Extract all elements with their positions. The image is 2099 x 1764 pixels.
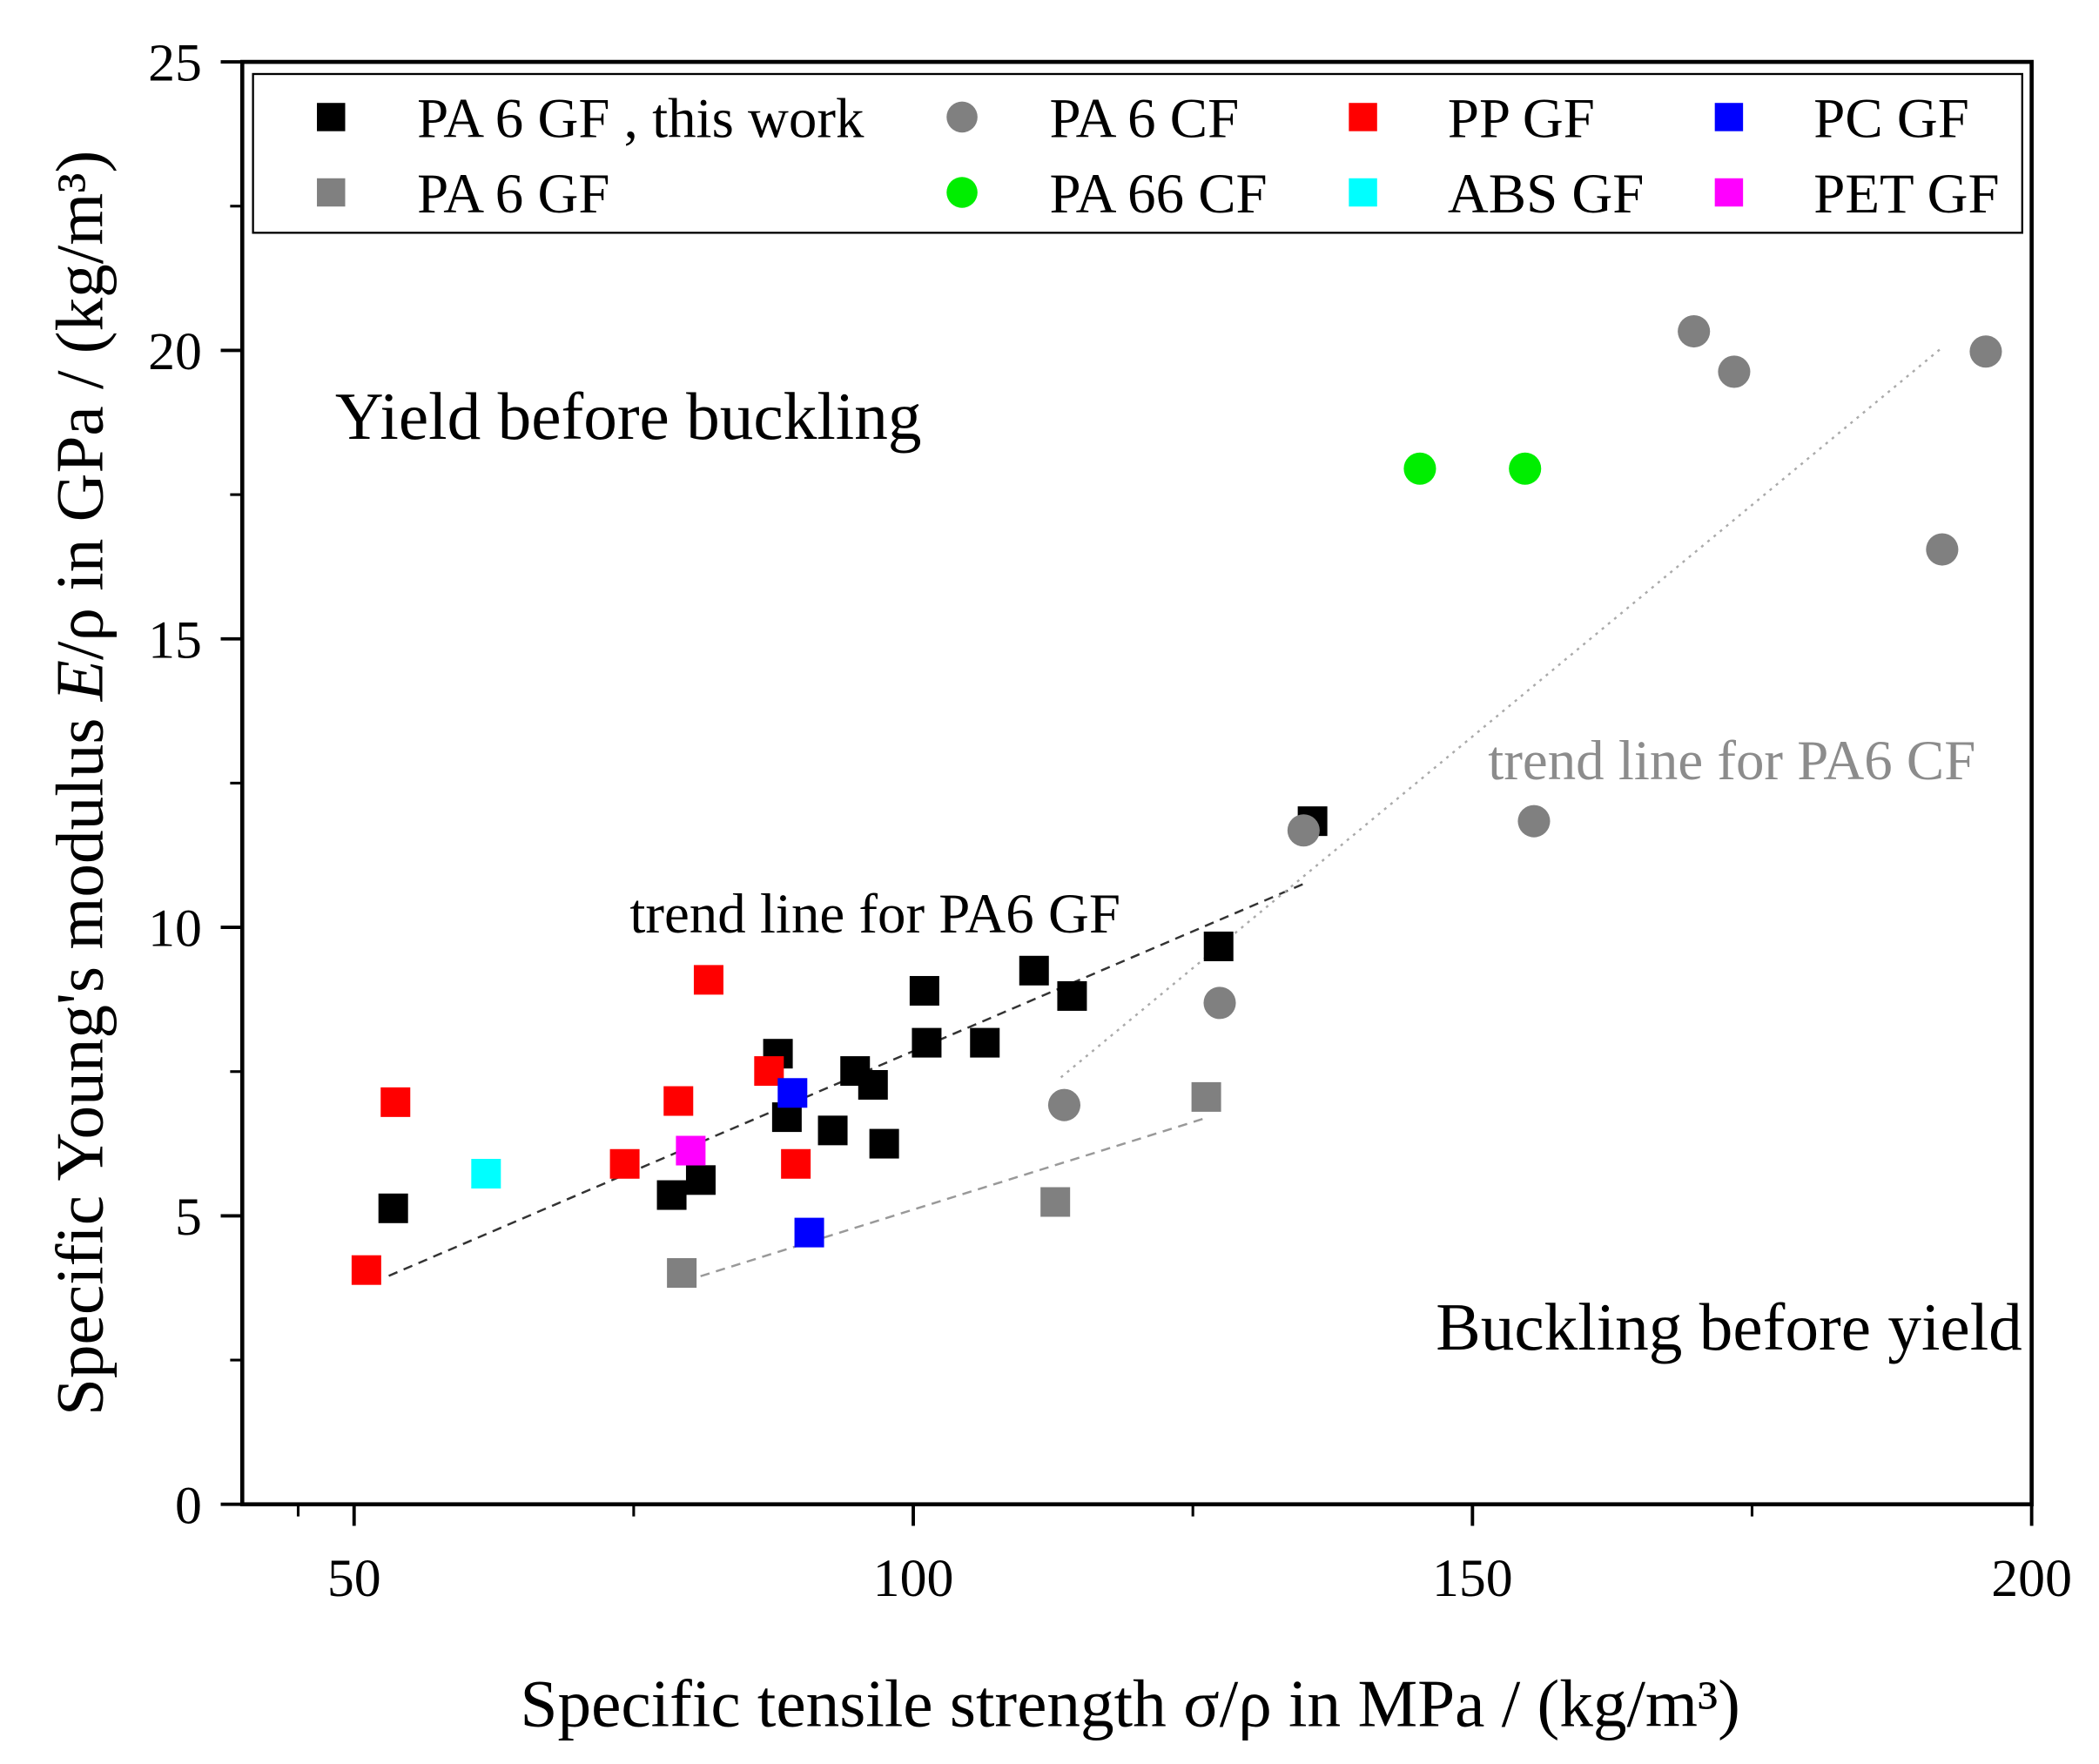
y-tick-label: 10 (148, 899, 202, 959)
data-point (693, 965, 723, 995)
data-point (1203, 986, 1236, 1020)
data-point (380, 1087, 411, 1117)
annotation-trend-gf: trend line for PA6 GF (629, 883, 1120, 946)
legend-label: ABS GF (1448, 163, 1644, 226)
trend-line (1060, 347, 1943, 1079)
data-point (794, 1217, 824, 1248)
y-axis-label-prefix: Specific Young's modulus (43, 701, 118, 1416)
y-tick-label: 5 (175, 1188, 202, 1247)
trend-line (684, 1115, 1209, 1283)
annotation-trend-cf: trend line for PA6 CF (1488, 730, 1975, 792)
legend-item: PP GF (1349, 88, 1595, 151)
data-point (1019, 955, 1049, 986)
trend-line (388, 881, 1307, 1277)
legend-marker (1349, 178, 1377, 207)
x-tick-label: 50 (327, 1549, 381, 1608)
data-point (1969, 335, 2002, 368)
y-axis-label-italic: E (43, 660, 118, 702)
y-axis-label: Specific Young's modulus E/ρ in GPa / (k… (43, 151, 118, 1416)
legend-label: PC GF (1813, 88, 1969, 151)
data-point (685, 1165, 716, 1195)
legend-label: PA 66 CF (1050, 163, 1268, 226)
legend-marker (317, 178, 346, 207)
data-point (656, 1180, 687, 1210)
legend-item: PA 6 GF (317, 163, 609, 226)
legend-item: ABS GF (1349, 163, 1644, 226)
data-points (351, 315, 2002, 1289)
annotation-yield-before-buckling: Yield before buckling (335, 379, 922, 454)
data-point (1517, 805, 1551, 838)
data-point (1047, 1088, 1080, 1121)
x-tick-label: 150 (1432, 1549, 1513, 1608)
legend-marker (1349, 103, 1377, 131)
x-axis-label: Specific tensile strength σ/ρ in MPa / (… (521, 1666, 1740, 1741)
y-tick-label: 25 (148, 34, 202, 93)
data-point (1509, 452, 1542, 485)
y-tick-label: 15 (148, 610, 202, 670)
legend: PA 6 GF , this work PA 6 CF PP GF PC GF PA 6… (252, 72, 2023, 234)
data-point (1678, 315, 1711, 348)
data-point (1718, 355, 1751, 388)
data-point (781, 1148, 811, 1179)
legend-label: PA 6 GF (417, 163, 609, 226)
data-point (817, 1115, 848, 1146)
legend-marker (946, 101, 978, 133)
legend-item: PA 6 GF , this work (317, 88, 864, 151)
legend-marker (317, 103, 346, 131)
legend-marker (1714, 178, 1744, 207)
legend-item: PC GF (1714, 88, 1969, 151)
legend-marker (946, 177, 978, 208)
data-point (676, 1135, 706, 1166)
data-point (970, 1027, 1000, 1058)
data-point (1403, 452, 1436, 485)
legend-label: PA 6 GF , this work (417, 88, 864, 151)
data-point (777, 1078, 808, 1108)
data-point (869, 1128, 899, 1159)
data-point (1191, 1081, 1221, 1112)
data-point (667, 1258, 697, 1289)
legend-marker (1714, 103, 1744, 131)
data-point (912, 1027, 942, 1058)
data-point (471, 1159, 501, 1189)
y-axis-label-suffix: /ρ in GPa / (kg/m³) (43, 151, 118, 660)
data-point (1926, 533, 1959, 566)
data-point (351, 1255, 381, 1285)
legend-label: PA 6 CF (1050, 88, 1240, 151)
x-tick-label: 100 (873, 1549, 954, 1608)
data-point (1203, 931, 1234, 961)
annotation-buckling-before-yield: Buckling before yield (1436, 1289, 2022, 1364)
data-point (858, 1069, 888, 1100)
legend-label: PP GF (1448, 88, 1595, 151)
y-tick-label: 0 (175, 1476, 202, 1535)
legend-item: PET GF (1714, 163, 2000, 226)
data-point (1040, 1187, 1071, 1217)
y-tick-label: 20 (148, 322, 202, 381)
data-point (609, 1148, 640, 1179)
data-point (909, 975, 939, 1006)
trend-lines (388, 347, 1943, 1283)
data-point (378, 1193, 408, 1223)
x-tick-label: 200 (1991, 1549, 2072, 1608)
data-point (1287, 814, 1320, 847)
legend-item: PA 6 CF (946, 88, 1239, 151)
data-point (1057, 980, 1087, 1011)
legend-item: PA 66 CF (946, 163, 1268, 226)
data-point (663, 1086, 694, 1116)
legend-label: PET GF (1813, 163, 1999, 226)
axis-ticks: 50 100 150 200 0 5 10 15 20 25 (148, 34, 2072, 1608)
